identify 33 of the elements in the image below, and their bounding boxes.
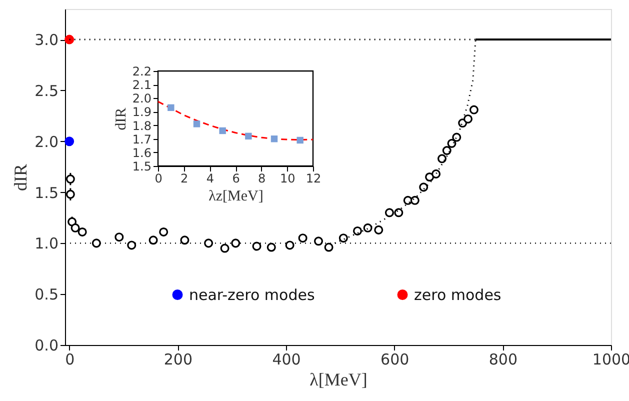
y-tick-label: 1.7	[132, 132, 152, 146]
x-tick-label: 4	[206, 172, 214, 186]
x-tick-label: 400	[272, 350, 301, 368]
y-axis-title: dIR	[10, 164, 31, 191]
y-tick-label: 3.0	[34, 31, 58, 50]
x-axis-title: λz[MeV]	[208, 188, 264, 204]
x-tick-label: 6	[232, 172, 240, 186]
legend-label: near-zero modes	[189, 286, 315, 304]
x-tick-label: 2	[180, 172, 188, 186]
y-tick-label: 2.2	[132, 64, 152, 78]
y-tick-label: 1.0	[34, 234, 58, 253]
x-tick-label: 8	[258, 172, 266, 186]
y-tick-label: 0.0	[34, 336, 58, 354]
x-axis-title: λ[MeV]	[310, 370, 368, 390]
y-tick-label: 1.5	[132, 160, 152, 174]
x-tick-label: 12	[306, 172, 322, 186]
x-tick-label: 600	[380, 350, 410, 368]
y-tick-label: 1.6	[132, 146, 152, 160]
x-tick-label: 0	[154, 172, 162, 186]
x-tick-label: 200	[164, 350, 192, 368]
y-tick-label: 2.1	[132, 78, 152, 92]
y-tick-label: 1.5	[34, 184, 58, 202]
y-tick-label: 2.5	[34, 82, 58, 100]
y-tick-label: 2.0	[132, 92, 152, 106]
x-tick-label: 10	[280, 172, 296, 186]
y-axis-title: dIR	[113, 108, 130, 130]
y-tick-label: 1.9	[132, 105, 152, 120]
x-tick-label: 0	[65, 350, 75, 368]
legend-label: zero modes	[414, 286, 502, 304]
y-tick-label: 2.0	[34, 132, 58, 151]
x-tick-label: 800	[488, 350, 518, 368]
y-tick-label: 1.8	[132, 118, 152, 133]
y-tick-label: 0.5	[34, 286, 58, 304]
